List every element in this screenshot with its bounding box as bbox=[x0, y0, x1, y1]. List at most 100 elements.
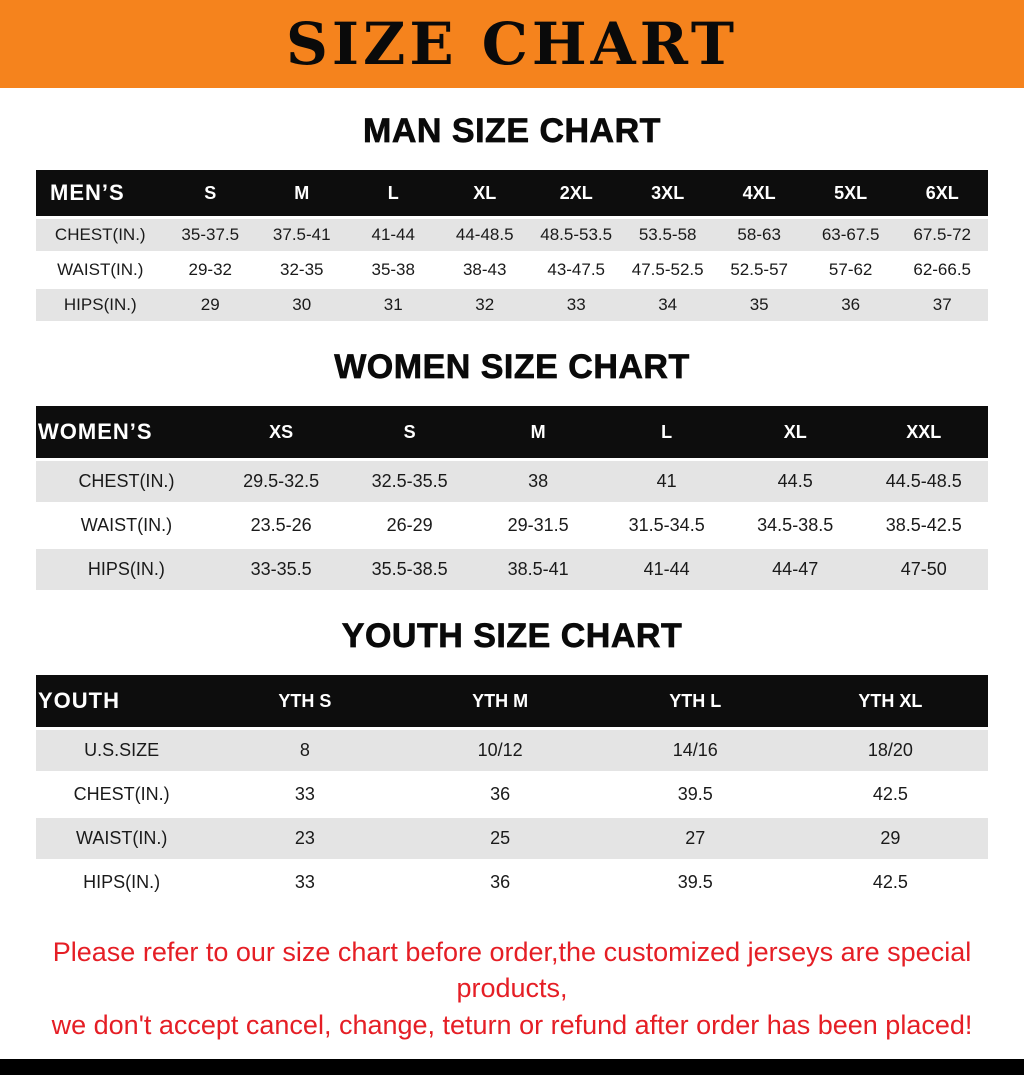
table-cell: 32-35 bbox=[256, 254, 348, 286]
column-header: XXL bbox=[859, 406, 988, 458]
column-header: 6XL bbox=[896, 170, 988, 216]
table-cell: 18/20 bbox=[792, 730, 988, 771]
table-row: CHEST(IN.) 29.5-32.5 32.5-35.5 38 41 44.5 44.5… bbox=[36, 461, 988, 502]
table-cell: 38.5-41 bbox=[473, 549, 603, 590]
table-cell: 10/12 bbox=[402, 730, 598, 771]
column-header: 3XL bbox=[621, 170, 714, 216]
section-heading: MAN SIZE CHART bbox=[363, 112, 661, 151]
table-row: WAIST(IN.) 29-32 32-35 35-38 38-43 43-47.5 47.… bbox=[36, 254, 988, 286]
column-header: L bbox=[602, 406, 731, 458]
table-row: CHEST(IN.) 33 36 39.5 42.5 bbox=[36, 774, 988, 815]
table-cell: 29-31.5 bbox=[473, 505, 603, 546]
table-cell: 31.5-34.5 bbox=[602, 505, 731, 546]
table-cell: 32.5-35.5 bbox=[345, 461, 474, 502]
section-heading: YOUTH SIZE CHART bbox=[341, 617, 683, 656]
size-table: MEN’S S M L XL 2XL 3XL 4XL 5XL 6XL CHEST(IN.) 35-37… bbox=[36, 167, 988, 324]
table-header-row: WOMEN’S XS S M L XL XXL bbox=[36, 406, 988, 458]
table-cell: 38-43 bbox=[438, 254, 531, 286]
table-cell: 36 bbox=[402, 774, 598, 815]
row-label: WAIST(IN.) bbox=[36, 505, 217, 546]
size-chart-section: YOUTH SIZE CHART YOUTH YTH S YTH M YTH L YTH … bbox=[0, 617, 1024, 906]
column-header: YTH M bbox=[402, 675, 598, 727]
table-cell: 26-29 bbox=[345, 505, 474, 546]
table-cell: 27 bbox=[597, 818, 793, 859]
section-heading: WOMEN SIZE CHART bbox=[334, 348, 690, 387]
table-cell: 39.5 bbox=[597, 774, 793, 815]
footer-note-line-1: Please refer to our size chart before or… bbox=[52, 937, 972, 1004]
table-row: WAIST(IN.) 23 25 27 29 bbox=[36, 818, 988, 859]
footer-note-line-2: we don't accept cancel, change, teturn o… bbox=[51, 1009, 973, 1040]
table-cell: 35-37.5 bbox=[164, 219, 256, 251]
bottom-bar bbox=[0, 1059, 1024, 1075]
table-cell: 62-66.5 bbox=[896, 254, 988, 286]
row-label: CHEST(IN.) bbox=[36, 774, 208, 815]
table-cell: 57-62 bbox=[804, 254, 897, 286]
column-header: S bbox=[345, 406, 474, 458]
table-cell: 29.5-32.5 bbox=[216, 461, 346, 502]
column-header: 2XL bbox=[530, 170, 622, 216]
table-row: HIPS(IN.) 33-35.5 35.5-38.5 38.5-41 41-44 44-… bbox=[36, 549, 988, 590]
table-cell: 34 bbox=[621, 289, 714, 321]
table-cell: 48.5-53.5 bbox=[530, 219, 622, 251]
table-cell: 35.5-38.5 bbox=[345, 549, 474, 590]
table-cell: 33 bbox=[207, 774, 403, 815]
table-cell: 29 bbox=[792, 818, 988, 859]
table-cell: 44.5 bbox=[730, 461, 860, 502]
table-row: U.S.SIZE 8 10/12 14/16 18/20 bbox=[36, 730, 988, 771]
table-cell: 47.5-52.5 bbox=[621, 254, 714, 286]
table-cell: 32 bbox=[438, 289, 531, 321]
table-title-cell: YOUTH bbox=[36, 675, 208, 727]
row-label: CHEST(IN.) bbox=[36, 219, 165, 251]
row-label: WAIST(IN.) bbox=[36, 254, 165, 286]
table-title-cell: MEN’S bbox=[36, 170, 165, 216]
table-cell: 35-38 bbox=[347, 254, 439, 286]
table-cell: 58-63 bbox=[713, 219, 805, 251]
table-cell: 42.5 bbox=[792, 774, 988, 815]
table-cell: 37 bbox=[896, 289, 988, 321]
page-title: SIZE CHART bbox=[285, 10, 739, 78]
table-cell: 43-47.5 bbox=[530, 254, 622, 286]
table-cell: 44-48.5 bbox=[438, 219, 531, 251]
table-cell: 41-44 bbox=[602, 549, 731, 590]
table-cell: 29-32 bbox=[164, 254, 256, 286]
table-cell: 29 bbox=[164, 289, 256, 321]
table-row: HIPS(IN.) 29 30 31 32 33 34 35 36 37 bbox=[36, 289, 988, 321]
size-chart-section: WOMEN SIZE CHART WOMEN’S XS S M L XL XXL CHEST(I… bbox=[0, 348, 1024, 593]
table-cell: 25 bbox=[402, 818, 598, 859]
sections-container: MAN SIZE CHART MEN’S S M L XL 2XL 3XL 4XL 5XL 6XL C… bbox=[0, 112, 1024, 906]
column-header: YTH S bbox=[207, 675, 403, 727]
table-cell: 44.5-48.5 bbox=[859, 461, 988, 502]
size-table: WOMEN’S XS S M L XL XXL CHEST(IN.) 29.5-32.5 32.5… bbox=[36, 403, 988, 593]
table-cell: 36 bbox=[804, 289, 897, 321]
size-table: YOUTH YTH S YTH M YTH L YTH XL U.S.SIZE 8 10/12… bbox=[36, 672, 988, 906]
row-label: CHEST(IN.) bbox=[36, 461, 217, 502]
banner: SIZE CHART bbox=[0, 0, 1024, 88]
table-row: WAIST(IN.) 23.5-26 26-29 29-31.5 31.5-34.5 34… bbox=[36, 505, 988, 546]
table-cell: 63-67.5 bbox=[804, 219, 897, 251]
table-cell: 14/16 bbox=[597, 730, 793, 771]
column-header: 4XL bbox=[713, 170, 805, 216]
column-header: XS bbox=[216, 406, 346, 458]
table-row: CHEST(IN.) 35-37.5 37.5-41 41-44 44-48.5 48.5… bbox=[36, 219, 988, 251]
table-title-cell: WOMEN’S bbox=[36, 406, 217, 458]
column-header: 5XL bbox=[804, 170, 897, 216]
table-cell: 44-47 bbox=[730, 549, 860, 590]
table-cell: 53.5-58 bbox=[621, 219, 714, 251]
table-cell: 37.5-41 bbox=[256, 219, 348, 251]
table-cell: 31 bbox=[347, 289, 439, 321]
table-cell: 23.5-26 bbox=[216, 505, 346, 546]
table-cell: 36 bbox=[402, 862, 598, 903]
row-label: HIPS(IN.) bbox=[36, 549, 217, 590]
table-header-row: MEN’S S M L XL 2XL 3XL 4XL 5XL 6XL bbox=[36, 170, 988, 216]
table-cell: 67.5-72 bbox=[896, 219, 988, 251]
table-cell: 8 bbox=[207, 730, 403, 771]
table-row: HIPS(IN.) 33 36 39.5 42.5 bbox=[36, 862, 988, 903]
column-header: XL bbox=[438, 170, 531, 216]
table-cell: 23 bbox=[207, 818, 403, 859]
table-cell: 38.5-42.5 bbox=[859, 505, 988, 546]
table-cell: 47-50 bbox=[859, 549, 988, 590]
table-cell: 33 bbox=[530, 289, 622, 321]
row-label: WAIST(IN.) bbox=[36, 818, 208, 859]
table-cell: 41-44 bbox=[347, 219, 439, 251]
column-header: YTH L bbox=[597, 675, 793, 727]
